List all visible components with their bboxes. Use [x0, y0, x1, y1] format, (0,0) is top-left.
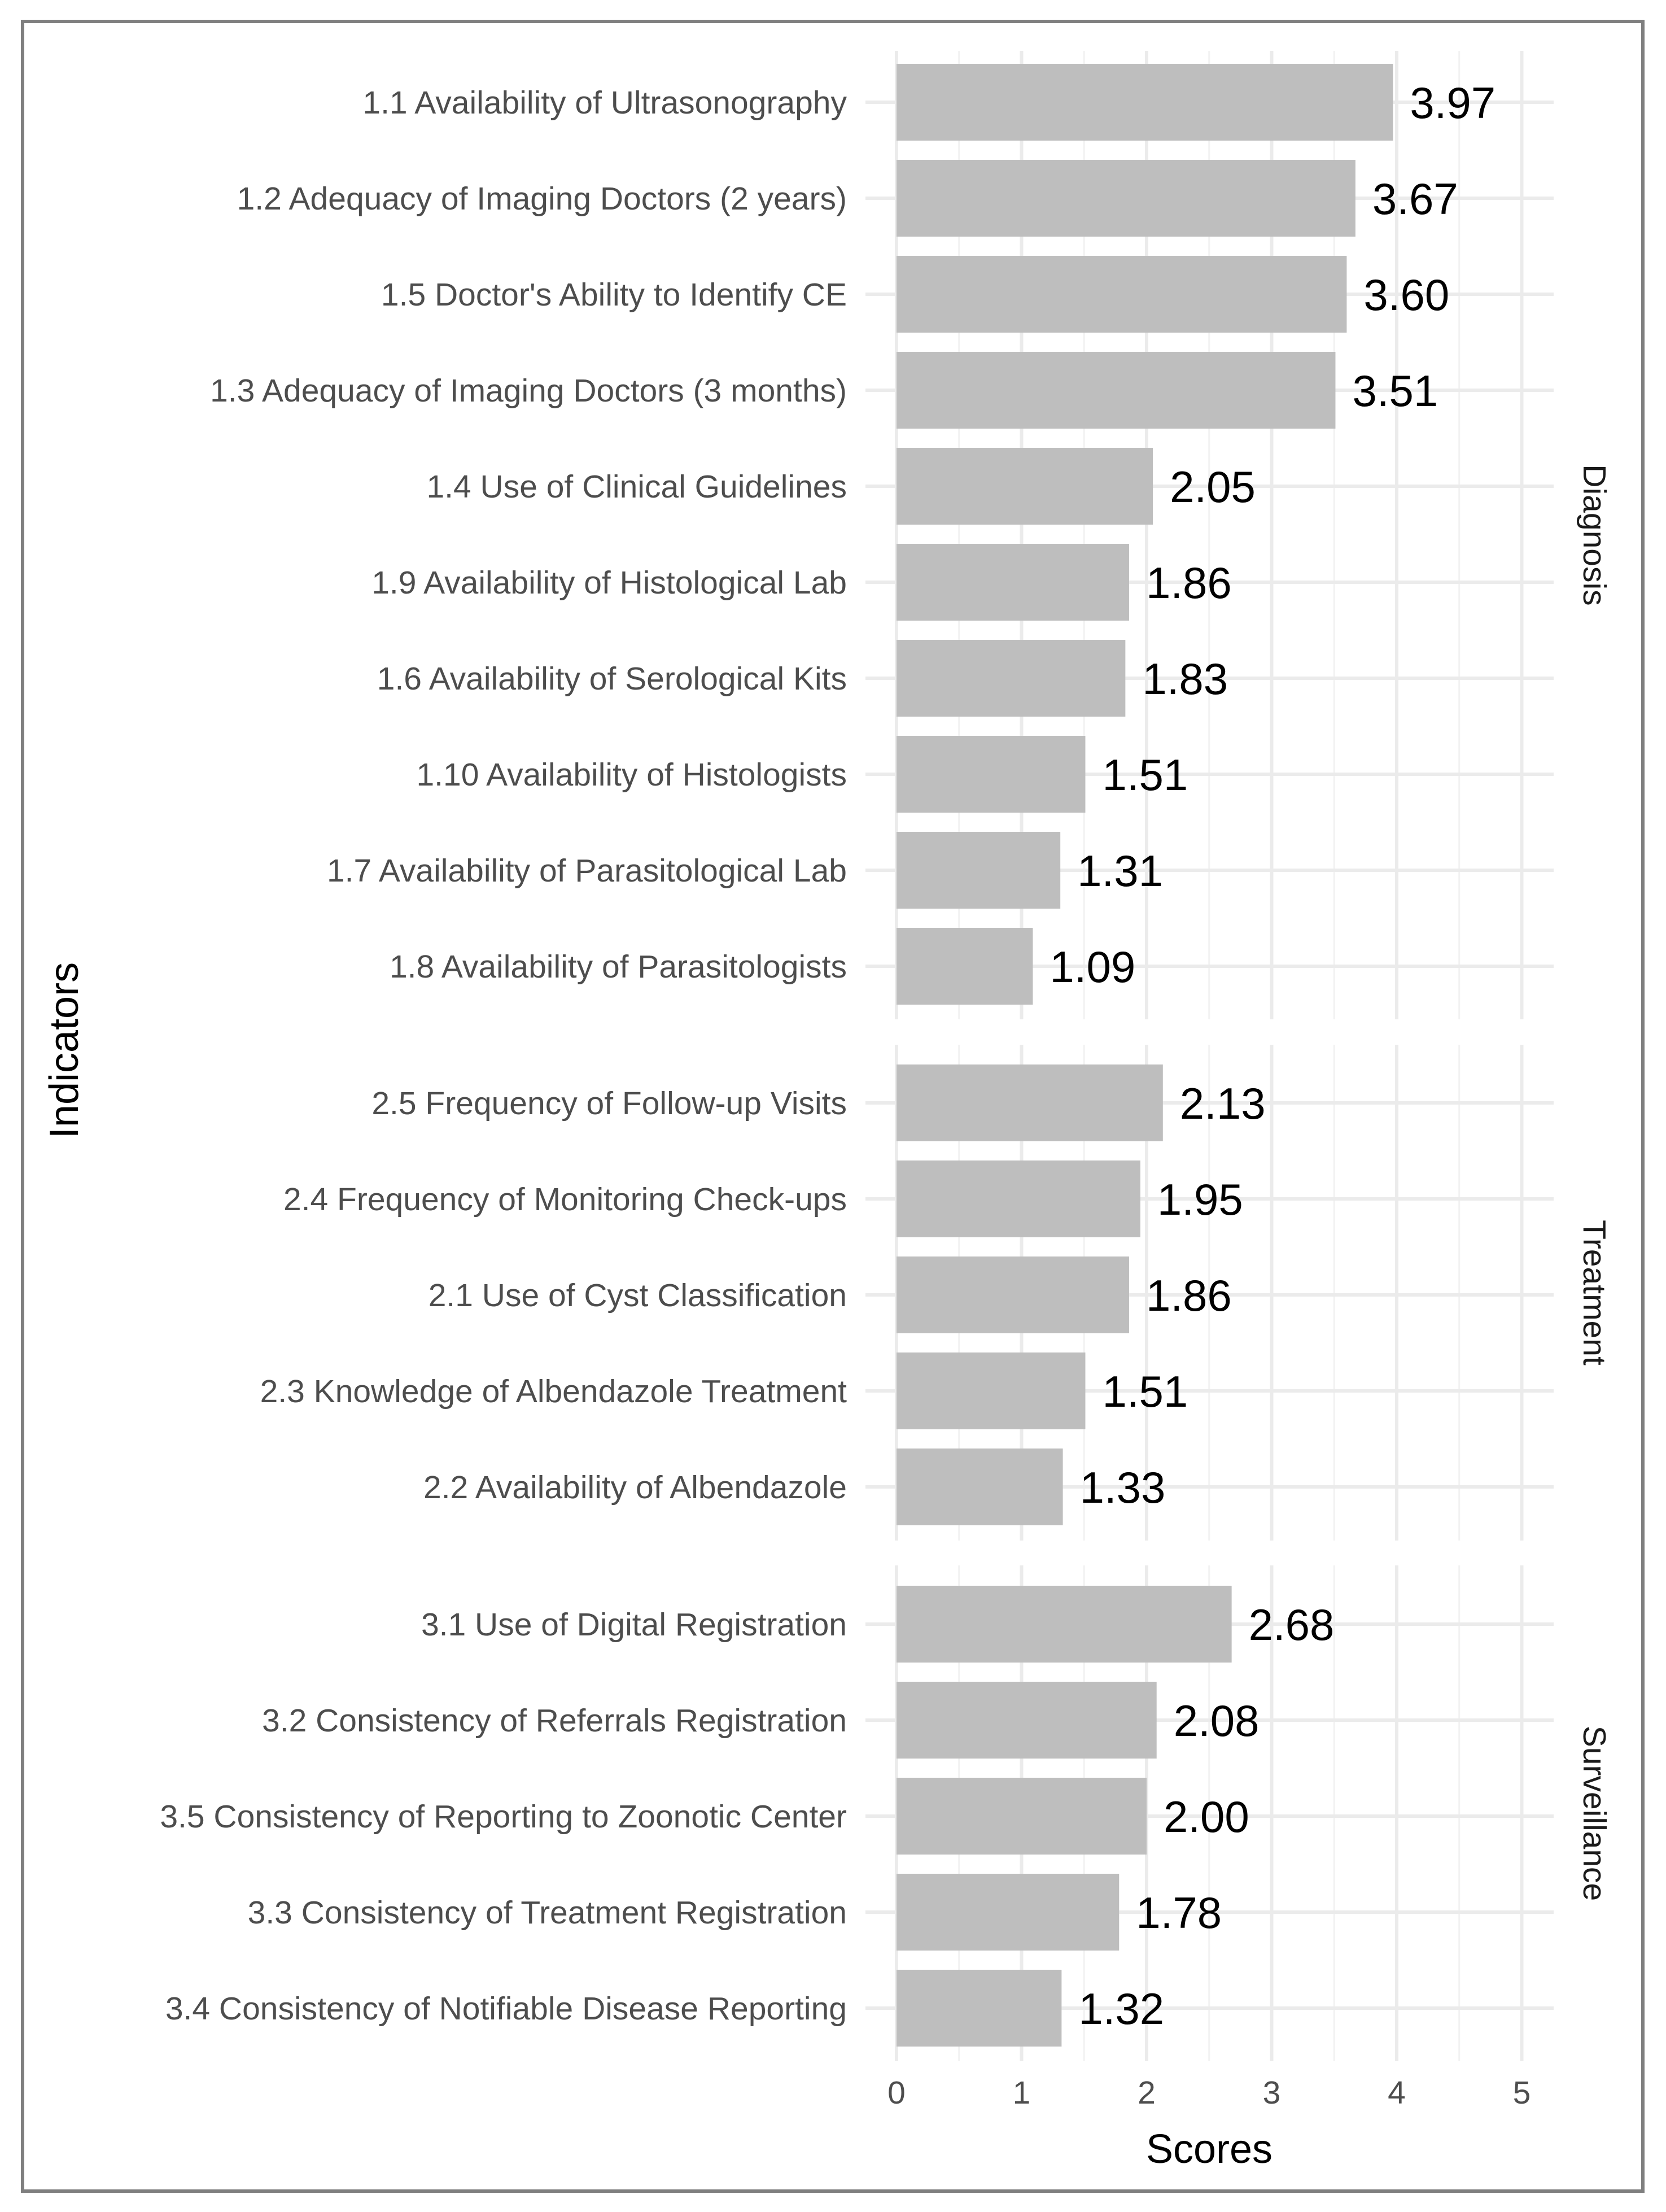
bar-diagnosis-1 — [897, 64, 1393, 141]
bar-diagnosis-8 — [897, 736, 1086, 813]
value-label: 2.05 — [1170, 462, 1256, 512]
category-label: 2.5 Frequency of Follow-up Visits — [371, 1085, 847, 1122]
value-label: 1.51 — [1102, 750, 1188, 800]
x-axis-title: Scores — [1146, 2127, 1273, 2172]
category-label: 1.8 Availability of Parasitologists — [390, 949, 847, 985]
bar-treatment-5 — [897, 1449, 1063, 1525]
labels-layer: 1.1 Availability of Ultrasonography 3.97 1… — [160, 78, 1612, 2034]
value-label: 1.83 — [1142, 654, 1228, 704]
value-label: 3.97 — [1410, 78, 1496, 128]
value-label: 1.31 — [1077, 846, 1163, 896]
value-label: 2.13 — [1180, 1079, 1266, 1128]
bar-treatment-3 — [897, 1256, 1129, 1333]
category-label: 1.3 Adequacy of Imaging Doctors (3 month… — [210, 373, 847, 409]
category-label: 3.3 Consistency of Treatment Registratio… — [248, 1895, 847, 1931]
facet-label-diagnosis: Diagnosis — [1576, 464, 1612, 605]
value-label: 1.78 — [1136, 1888, 1222, 1938]
x-tick-label: 0 — [887, 2075, 906, 2111]
bar-treatment-1 — [897, 1064, 1163, 1141]
bar-surveillance-2 — [897, 1682, 1157, 1759]
category-label: 1.2 Adequacy of Imaging Doctors (2 years… — [237, 181, 847, 217]
x-tick-label: 5 — [1513, 2075, 1531, 2111]
figure-frame — [21, 20, 1645, 2193]
bar-diagnosis-4 — [897, 352, 1336, 429]
bar-surveillance-1 — [897, 1586, 1232, 1663]
category-label: 1.4 Use of Clinical Guidelines — [426, 469, 847, 505]
category-label: 2.1 Use of Cyst Classification — [428, 1277, 847, 1314]
category-label: 1.5 Doctor's Ability to Identify CE — [381, 277, 847, 313]
bar-surveillance-5 — [897, 1970, 1062, 2047]
category-label: 3.1 Use of Digital Registration — [421, 1607, 847, 1643]
value-label: 1.32 — [1078, 1984, 1164, 2034]
category-label: 1.6 Availability of Serological Kits — [377, 661, 847, 697]
category-label: 2.4 Frequency of Monitoring Check-ups — [283, 1181, 847, 1218]
bar-diagnosis-7 — [897, 640, 1126, 717]
value-label: 3.67 — [1372, 174, 1458, 224]
value-label: 2.08 — [1174, 1696, 1260, 1746]
bar-diagnosis-3 — [897, 256, 1347, 333]
facet-label-treatment: Treatment — [1576, 1220, 1612, 1365]
value-label: 2.68 — [1249, 1600, 1335, 1650]
value-label: 1.86 — [1146, 1271, 1232, 1320]
value-label: 1.95 — [1157, 1175, 1243, 1224]
bar-treatment-2 — [897, 1160, 1140, 1237]
category-label: 1.9 Availability of Histological Lab — [371, 565, 847, 601]
category-label: 1.1 Availability of Ultrasonography — [362, 85, 847, 121]
x-tick-label: 1 — [1013, 2075, 1031, 2111]
category-label: 2.3 Knowledge of Albendazole Treatment — [260, 1373, 847, 1410]
value-label: 2.00 — [1164, 1792, 1249, 1842]
value-label: 1.09 — [1050, 942, 1135, 992]
category-label: 1.10 Availability of Histologists — [416, 757, 847, 793]
facet-label-surveillance: Surveillance — [1576, 1726, 1612, 1901]
x-axis-ticks: 0 1 2 3 4 5 — [887, 2075, 1531, 2111]
bar-diagnosis-6 — [897, 544, 1129, 621]
bar-surveillance-4 — [897, 1874, 1120, 1951]
bar-diagnosis-5 — [897, 448, 1153, 525]
bar-diagnosis-10 — [897, 928, 1033, 1005]
category-label: 3.2 Consistency of Referrals Registratio… — [262, 1703, 847, 1739]
value-label: 3.51 — [1352, 366, 1438, 416]
value-label: 1.86 — [1146, 558, 1232, 608]
value-label: 1.51 — [1102, 1367, 1188, 1416]
x-tick-label: 2 — [1138, 2075, 1156, 2111]
x-tick-label: 4 — [1388, 2075, 1406, 2111]
y-axis-title: Indicators — [42, 962, 87, 1138]
category-label: 2.2 Availability of Albendazole — [423, 1469, 847, 1506]
bars-layer — [897, 64, 1393, 2047]
bar-treatment-4 — [897, 1352, 1086, 1429]
x-tick-label: 3 — [1263, 2075, 1281, 2111]
category-label: 1.7 Availability of Parasitological Lab — [327, 853, 847, 889]
value-label: 3.60 — [1363, 270, 1449, 320]
category-label: 3.4 Consistency of Notifiable Disease Re… — [165, 1991, 847, 2027]
category-label: 3.5 Consistency of Reporting to Zoonotic… — [160, 1799, 847, 1835]
bar-diagnosis-2 — [897, 160, 1355, 237]
bar-diagnosis-9 — [897, 832, 1061, 909]
value-label: 1.33 — [1080, 1463, 1166, 1512]
bar-surveillance-3 — [897, 1778, 1147, 1855]
